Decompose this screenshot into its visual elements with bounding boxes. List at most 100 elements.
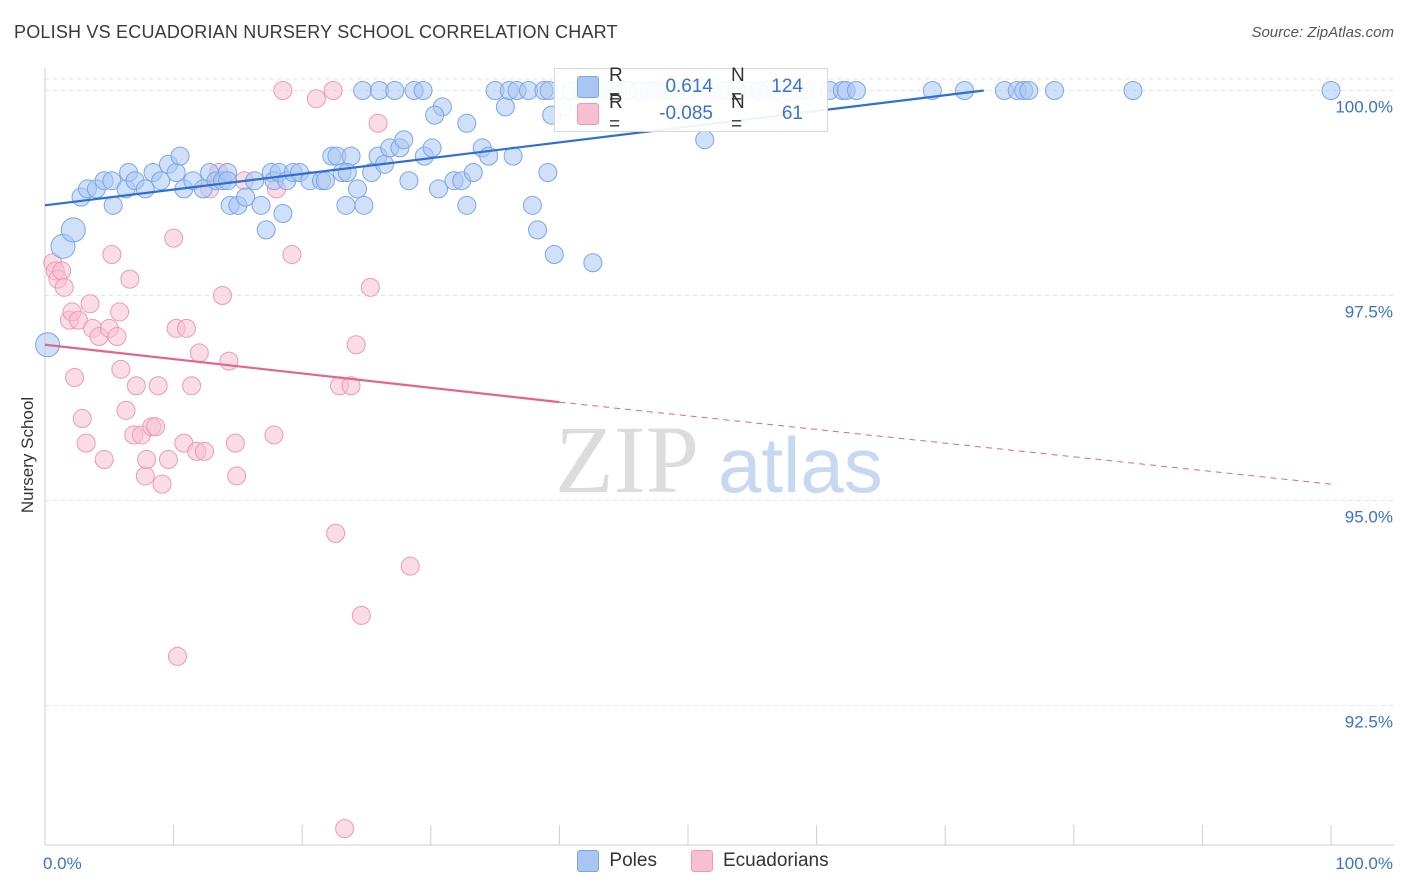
ecuadorians-point: [94, 450, 114, 470]
ecuadorians-point: [135, 466, 155, 486]
ecuadorians-legend-swatch: [690, 850, 713, 872]
ecuadorians-trend-extension: [559, 401, 1332, 485]
ecuadorians-point: [323, 81, 343, 101]
ecuadorians-point: [110, 302, 130, 322]
poles-point: [394, 130, 414, 150]
ecuadorians-point: [65, 368, 85, 388]
ecuadorians-point: [264, 425, 284, 445]
poles-point: [236, 187, 256, 207]
ecuadorians-point: [194, 441, 214, 461]
y-tick-label: 95.0%: [1345, 508, 1393, 527]
poles-point: [1019, 81, 1039, 101]
y-tick-label: 97.5%: [1345, 303, 1393, 322]
x-tick-label: 100.0%: [1335, 854, 1393, 873]
tick-labels: 92.5% 95.0% 97.5% 100.0% 0.0% 100.0%: [43, 98, 1393, 873]
ecuadorians-point: [341, 376, 361, 396]
poles-point: [1321, 81, 1341, 101]
ecuadorians-point: [52, 261, 72, 281]
poles-point: [528, 220, 548, 240]
ecuadorians-point: [219, 351, 239, 371]
poles-point: [315, 171, 335, 191]
legend-label-ecuadorians: Ecuadorians: [722, 850, 829, 871]
n-value: 61: [781, 103, 803, 124]
poles-point: [273, 204, 293, 224]
ecuadorians-point: [182, 376, 202, 396]
source-label: Source: ZipAtlas.com: [1251, 24, 1394, 41]
chart-title: POLISH VS ECUADORIAN NURSERY SCHOOL CORR…: [14, 22, 618, 42]
poles-point: [399, 171, 419, 191]
poles-point: [102, 171, 122, 191]
poles-point: [151, 171, 171, 191]
y-tick-label: 92.5%: [1345, 713, 1393, 732]
poles-point: [1045, 81, 1065, 101]
poles-point: [170, 146, 190, 166]
ecuadorians-point: [282, 245, 302, 265]
ecuadorians-point: [107, 327, 127, 347]
ecuadorians-point: [148, 376, 168, 396]
ecuadorians-point: [54, 277, 74, 297]
poles-point: [846, 81, 866, 101]
ecuadorians-point: [146, 417, 166, 437]
n-label: N =: [731, 65, 745, 108]
poles-point: [457, 113, 477, 133]
axes: [44, 68, 1394, 846]
poles-point: [353, 81, 373, 101]
poles-point: [422, 138, 442, 158]
ecuadorians-point: [335, 819, 355, 839]
ecuadorians-point: [167, 646, 187, 666]
poles-point: [347, 179, 367, 199]
ecuadorians-point: [189, 343, 209, 363]
ecuadorians-point: [126, 376, 146, 396]
poles-point: [413, 81, 433, 101]
ecuadorians-point: [120, 269, 140, 289]
legend-item-poles[interactable]: Poles: [577, 850, 657, 872]
y-axis-label: Nursery School: [18, 396, 37, 514]
y-tick-label: 100.0%: [1335, 98, 1393, 117]
poles-point: [429, 179, 449, 199]
ecuadorians-point: [152, 474, 172, 494]
ecuadorians-point: [72, 409, 92, 429]
watermark-zip: ZIP: [555, 406, 699, 513]
legend-item-ecuadorians[interactable]: Ecuadorians: [690, 850, 829, 872]
poles-point: [218, 171, 238, 191]
n-value: 124: [771, 76, 803, 97]
poles-point: [463, 163, 483, 183]
poles-point: [583, 253, 603, 273]
poles-point: [166, 163, 186, 183]
r-value: -0.085: [659, 103, 713, 124]
poles-point: [337, 163, 357, 183]
ecuadorians-point: [400, 556, 420, 576]
ecuadorians-point: [164, 228, 184, 248]
bottom-legend: Poles Ecuadorians: [0, 850, 1406, 872]
ecuadorians-point: [137, 450, 157, 470]
ecuadorians-point: [306, 89, 326, 109]
ecuadorians-point: [176, 318, 196, 338]
ecuadorians-point: [80, 294, 100, 314]
ecuadorians-point: [116, 400, 136, 420]
poles-point: [336, 195, 356, 215]
poles-point: [251, 195, 271, 215]
poles-point: [695, 130, 715, 150]
poles-point: [522, 195, 542, 215]
ecuadorians-point: [76, 433, 96, 453]
ecuadorians-trend-line: [44, 343, 560, 404]
poles-point: [1123, 81, 1143, 101]
n-label: N =: [731, 92, 745, 135]
poles-point: [922, 81, 942, 101]
poles-point: [538, 163, 558, 183]
poles-point: [425, 105, 445, 125]
ecuadorians-point: [225, 433, 245, 453]
poles-point: [103, 195, 123, 215]
r-value: 0.614: [665, 76, 713, 97]
ecuadorians-point: [68, 310, 88, 330]
ecuadorians-point: [346, 335, 366, 355]
watermark-atlas: atlas: [718, 421, 883, 509]
legend-label-poles: Poles: [609, 850, 657, 871]
ecuadorians-point: [351, 605, 371, 625]
stats-legend: R = 0.614 N = 124 R = -0.085 N = 61: [554, 65, 828, 135]
poles-point: [354, 195, 374, 215]
ecuadorians-point: [273, 81, 293, 101]
poles-swatch: [577, 76, 599, 98]
poles-point: [385, 81, 405, 101]
